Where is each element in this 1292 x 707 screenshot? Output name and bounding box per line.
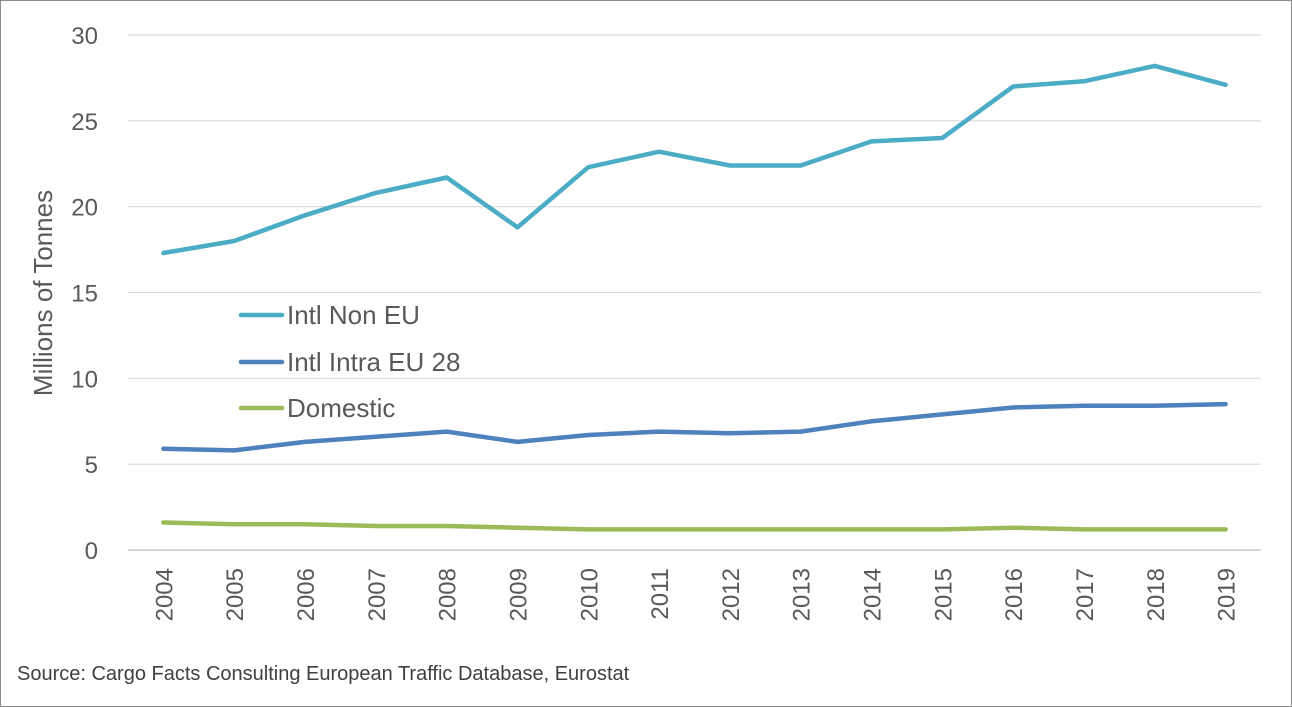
y-tick-label: 25 bbox=[71, 109, 98, 136]
data-point bbox=[1011, 405, 1016, 410]
data-point bbox=[373, 190, 378, 195]
data-point bbox=[869, 527, 874, 532]
data-point bbox=[1152, 527, 1157, 532]
data-point bbox=[1082, 403, 1086, 408]
y-axis-title: Millions of Tonnes bbox=[28, 190, 58, 396]
x-tick-label: 2010 bbox=[576, 568, 603, 621]
series-line-3 bbox=[161, 520, 1228, 532]
data-point bbox=[373, 524, 378, 528]
x-tick-label: 2015 bbox=[930, 568, 957, 621]
x-tick-label: 2007 bbox=[364, 568, 391, 621]
data-point bbox=[303, 213, 307, 218]
data-point bbox=[727, 527, 732, 532]
legend-label: Domestic bbox=[287, 393, 395, 423]
data-point bbox=[798, 163, 803, 168]
x-tick-label: 2012 bbox=[718, 568, 745, 621]
data-point bbox=[1223, 402, 1228, 407]
y-tick-label: 30 bbox=[71, 23, 98, 50]
data-point bbox=[1152, 63, 1157, 68]
y-tick-label: 10 bbox=[71, 366, 98, 393]
x-tick-label: 2014 bbox=[860, 568, 887, 621]
legend-label: Intl Intra EU 28 bbox=[287, 347, 460, 377]
data-point bbox=[515, 225, 520, 230]
x-tick-label: 2016 bbox=[1001, 568, 1028, 621]
data-point bbox=[161, 520, 166, 525]
data-point bbox=[657, 429, 662, 434]
x-tick-label: 2013 bbox=[789, 568, 816, 621]
x-tick-label: 2011 bbox=[647, 568, 674, 620]
data-point bbox=[940, 527, 945, 532]
data-point bbox=[798, 527, 803, 532]
data-point bbox=[444, 524, 449, 528]
data-point bbox=[1082, 527, 1086, 532]
data-point bbox=[444, 429, 449, 434]
legend: Intl Non EU Intl Intra EU 28 Domestic bbox=[238, 300, 460, 423]
data-point bbox=[303, 522, 307, 527]
data-point bbox=[515, 439, 520, 444]
source-note: Source: Cargo Facts Consulting European … bbox=[17, 663, 630, 685]
data-point bbox=[161, 446, 166, 451]
data-point bbox=[1011, 525, 1016, 530]
data-point bbox=[232, 239, 237, 243]
x-tick-label: 2009 bbox=[505, 568, 532, 621]
data-point bbox=[727, 431, 732, 436]
data-point bbox=[1223, 527, 1228, 532]
data-point bbox=[303, 439, 307, 444]
data-point bbox=[232, 522, 237, 527]
x-tick-label: 2004 bbox=[151, 568, 178, 621]
x-tick-label: 2008 bbox=[435, 568, 462, 621]
data-point bbox=[586, 165, 591, 170]
data-point bbox=[515, 525, 520, 530]
y-tick-label: 20 bbox=[71, 195, 98, 222]
x-tick-label: 2017 bbox=[1072, 568, 1099, 621]
y-axis-ticks: 0 5 10 15 20 25 30 bbox=[71, 23, 98, 565]
data-point bbox=[1011, 84, 1016, 89]
data-point bbox=[232, 448, 237, 453]
data-point bbox=[869, 139, 874, 144]
x-tick-label: 2019 bbox=[1214, 568, 1241, 621]
x-tick-label: 2018 bbox=[1143, 568, 1170, 621]
x-axis-ticks: 2004 2005 2006 2007 2008 2009 2010 2011 2012 2013… bbox=[151, 568, 1240, 621]
data-point bbox=[657, 149, 662, 154]
data-point bbox=[373, 434, 378, 439]
y-tick-label: 0 bbox=[85, 538, 98, 565]
data-point bbox=[161, 251, 166, 255]
data-point bbox=[869, 419, 874, 424]
data-point bbox=[1082, 79, 1086, 84]
y-tick-label: 15 bbox=[71, 281, 98, 308]
x-tick-label: 2005 bbox=[222, 568, 249, 621]
data-point bbox=[727, 163, 732, 168]
data-point bbox=[444, 175, 449, 180]
gridlines bbox=[128, 34, 1261, 551]
series-lines bbox=[161, 63, 1228, 532]
y-tick-label: 5 bbox=[85, 452, 98, 479]
data-point bbox=[586, 527, 591, 532]
data-point bbox=[940, 412, 945, 417]
data-point bbox=[657, 527, 662, 532]
data-point bbox=[940, 136, 945, 140]
series-line-1 bbox=[161, 63, 1228, 256]
data-point bbox=[1152, 403, 1157, 408]
series-line-2 bbox=[161, 401, 1228, 453]
data-point bbox=[798, 429, 803, 434]
x-tick-label: 2006 bbox=[293, 568, 320, 621]
legend-label: Intl Non EU bbox=[287, 300, 420, 330]
data-point bbox=[1223, 82, 1228, 87]
data-point bbox=[586, 433, 591, 437]
